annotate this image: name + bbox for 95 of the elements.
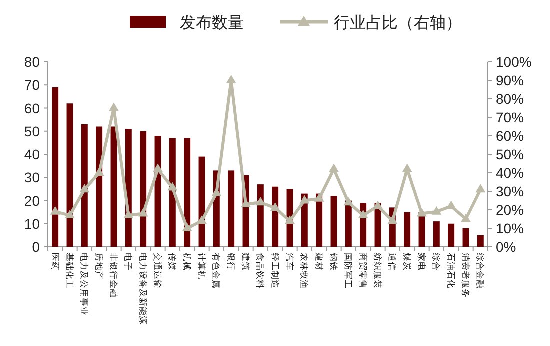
- y2-tick-label: 70%: [496, 110, 524, 126]
- x-tick-label: 钢铁: [329, 252, 339, 271]
- bar: [228, 170, 235, 247]
- y2-tick-label: 90%: [496, 72, 524, 88]
- x-tick-label: 交通运输: [153, 253, 163, 289]
- bar: [140, 131, 147, 247]
- x-tick-label: 房地产: [94, 253, 104, 280]
- x-tick-label: 有色金属: [212, 253, 222, 289]
- bar: [448, 224, 455, 247]
- y-tick-label: 60: [24, 100, 40, 116]
- point: [432, 206, 442, 215]
- point: [373, 200, 383, 210]
- bar: [330, 196, 338, 247]
- x-tick-label: 商贸零售: [358, 253, 368, 289]
- point: [80, 184, 90, 193]
- x-tick-label: 建筑: [241, 252, 251, 271]
- y-tick-label: 30: [24, 170, 40, 186]
- bar: [81, 124, 88, 247]
- point: [285, 216, 295, 224]
- point: [109, 102, 119, 112]
- y-tick-label: 80: [24, 54, 40, 70]
- x-tick-label: 电子: [124, 253, 134, 271]
- point: [256, 197, 266, 206]
- point: [476, 184, 486, 193]
- point: [65, 210, 75, 219]
- point: [94, 168, 104, 176]
- point: [50, 206, 60, 215]
- x-tick-label: 消费者服务: [461, 253, 471, 298]
- x-tick-label: 煤炭: [402, 253, 412, 271]
- y2-tick-label: 30%: [496, 184, 524, 200]
- x-tick-label: 基础化工: [65, 253, 75, 289]
- bar: [169, 138, 176, 247]
- x-tick-label: 轻工制造: [270, 253, 280, 289]
- y-tick-label: 10: [24, 216, 40, 232]
- point: [344, 197, 354, 206]
- x-tick-label: 建材: [314, 252, 324, 271]
- y2-tick-label: 80%: [496, 91, 524, 107]
- x-tick-label: 综合: [432, 253, 442, 271]
- x-tick-label: 农林牧渔: [300, 253, 310, 289]
- x-tick-label: 计算机: [197, 253, 207, 280]
- point: [329, 164, 339, 172]
- point: [138, 208, 148, 217]
- y2-tick-label: 60%: [496, 128, 524, 144]
- bar: [110, 126, 118, 247]
- x-tick-label: 银行: [226, 252, 236, 271]
- x-tick-label: 医药: [50, 253, 60, 271]
- x-tick-label: 家电: [417, 253, 427, 271]
- point: [168, 182, 178, 191]
- point: [402, 164, 412, 172]
- point: [300, 195, 310, 204]
- x-tick-label: 电力设备及新能源: [138, 253, 148, 325]
- y2-tick-label: 40%: [496, 165, 524, 181]
- y2-tick-label: 10%: [496, 220, 524, 236]
- y-tick-label: 50: [24, 123, 40, 140]
- x-tick-label: 纺织服装: [373, 253, 383, 289]
- y2-tick-label: 0%: [496, 239, 516, 255]
- x-tick-label: 通信: [388, 253, 398, 271]
- x-tick-label: 机械: [182, 253, 192, 271]
- point: [212, 188, 222, 196]
- point: [182, 223, 192, 232]
- point: [153, 164, 163, 172]
- y-tick-label: 20: [24, 192, 40, 209]
- y2-tick-label: 50%: [496, 146, 524, 162]
- point: [446, 200, 456, 210]
- x-tick-label: 电力及公用事业: [80, 253, 90, 316]
- x-tick-label: 综合金融: [476, 253, 486, 289]
- y-tick-label: 40: [24, 146, 40, 162]
- bar: [184, 138, 191, 247]
- point: [417, 208, 427, 217]
- bar: [404, 212, 411, 247]
- bar: [462, 228, 470, 247]
- legend-label: 发布数量: [180, 15, 244, 32]
- bar: [96, 126, 103, 247]
- x-tick-label: 食品饮料: [256, 253, 266, 289]
- x-tick-label: 非银行金融: [109, 253, 119, 298]
- x-tick-label: 传媒: [168, 253, 178, 271]
- point: [461, 214, 471, 222]
- point: [358, 210, 368, 219]
- legend-label: 行业占比（右轴）: [334, 14, 462, 32]
- point: [124, 210, 134, 219]
- y2-tick-label: 20%: [496, 202, 524, 218]
- point: [270, 202, 280, 212]
- bar: [52, 87, 59, 247]
- point: [314, 193, 324, 202]
- bar: [433, 222, 440, 247]
- x-tick-label: 汽车: [285, 253, 295, 271]
- x-tick-label: 国防军工: [344, 253, 354, 289]
- x-tick-label: 石油石化: [446, 253, 456, 289]
- bar: [477, 235, 484, 247]
- y-tick-label: 0: [32, 239, 40, 255]
- bar: [257, 184, 264, 247]
- y2-tick-label: 100%: [496, 54, 532, 70]
- y-tick-label: 70: [24, 77, 40, 94]
- point: [388, 216, 398, 224]
- point: [226, 75, 236, 84]
